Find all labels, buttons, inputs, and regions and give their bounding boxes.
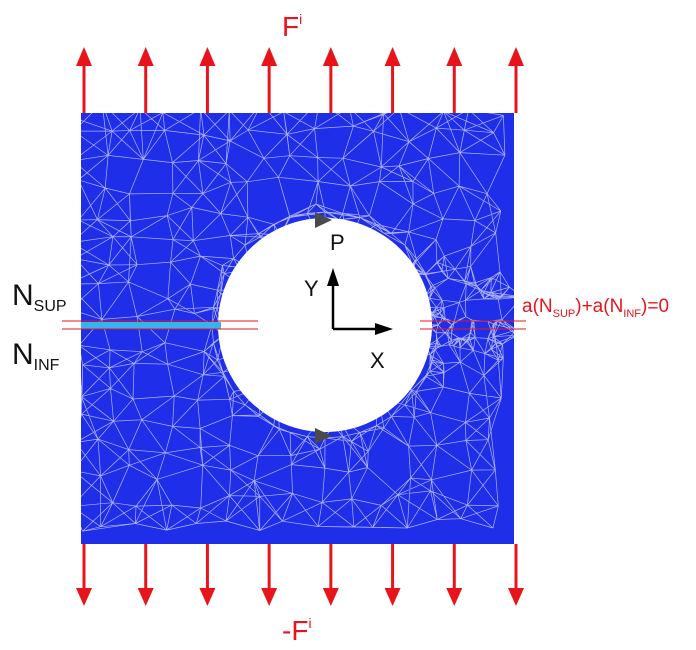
force-arrow-head-icon [76,47,92,66]
point-p-label: P [330,230,345,255]
force-arrow-head-icon [322,588,339,606]
force-arrow-head-icon [137,588,154,606]
force-arrows-top [76,47,524,113]
force-arrow-head-icon [384,47,401,66]
force-arrow-head-icon [446,47,463,66]
force-arrow-head-icon [199,588,216,606]
coordinate-axes [327,268,393,335]
axis-x-label: X [370,348,385,373]
force-arrow-head-icon [261,47,278,66]
force-arrow-head-icon [199,47,216,66]
force-arrow-head-icon [446,588,463,606]
force-arrow-head-icon [261,588,278,606]
marker-bottom-icon [315,428,332,444]
force-arrow-head-icon [508,588,524,606]
force-arrows-bottom [76,544,524,606]
force-arrow-head-icon [384,588,401,606]
circular-hole [218,218,432,432]
crack-left [81,322,221,329]
x-axis-arrow-icon [375,323,393,335]
y-axis-arrow-icon [327,268,339,286]
force-arrow-head-icon [76,588,92,606]
crack-indicator-right [420,320,526,330]
n-sup-label: NSUP [12,279,67,315]
constraint-equation: a(NSUP)+a(NINF)=0 [522,296,669,320]
force-bottom-label: -Fi [282,615,312,646]
force-arrow-head-icon [322,47,339,66]
marker-top-icon [315,212,332,228]
crack-indicator-left [62,320,258,330]
force-arrow-head-icon [508,47,524,66]
n-inf-label: NINF [12,338,60,374]
force-top-label: Fi [282,11,302,42]
axis-y-label: Y [304,276,319,301]
force-arrow-head-icon [137,47,154,66]
